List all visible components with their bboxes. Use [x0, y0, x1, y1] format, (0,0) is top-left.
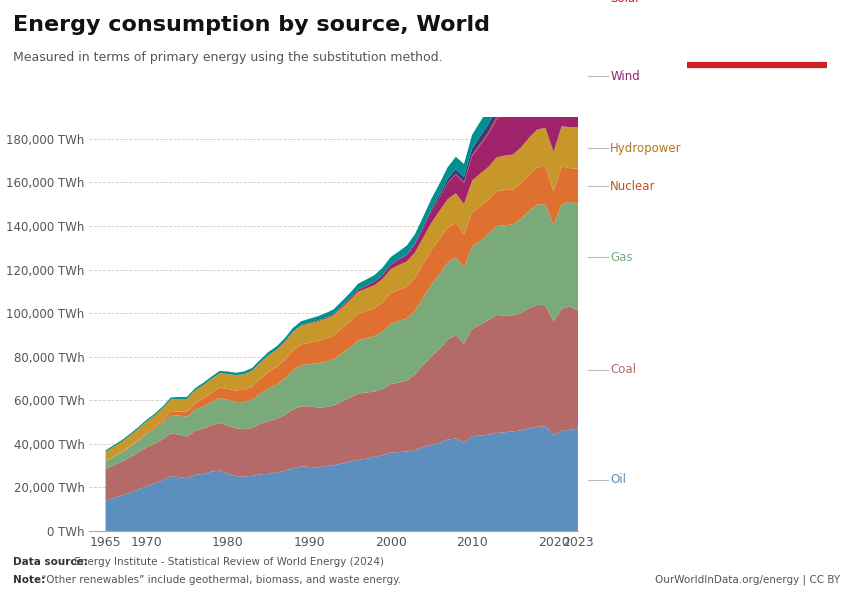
Text: Energy consumption by source, World: Energy consumption by source, World [13, 15, 490, 35]
Text: Nuclear: Nuclear [610, 180, 656, 193]
Text: Solar: Solar [610, 0, 640, 5]
Text: Hydropower: Hydropower [610, 142, 682, 155]
Text: OurWorldInData.org/energy | CC BY: OurWorldInData.org/energy | CC BY [654, 575, 840, 585]
Text: Measured in terms of primary energy using the substitution method.: Measured in terms of primary energy usin… [13, 51, 442, 64]
Text: Wind: Wind [610, 70, 640, 83]
Text: Our World: Our World [723, 24, 791, 37]
Text: Data source:: Data source: [13, 557, 88, 567]
Text: in Data: in Data [733, 41, 781, 54]
Text: Energy Institute - Statistical Review of World Energy (2024): Energy Institute - Statistical Review of… [71, 557, 383, 567]
Text: Gas: Gas [610, 251, 632, 263]
Text: Oil: Oil [610, 473, 626, 486]
Text: Note:: Note: [13, 575, 45, 585]
Text: “Other renewables” include geothermal, biomass, and waste energy.: “Other renewables” include geothermal, b… [38, 575, 401, 585]
Text: Coal: Coal [610, 363, 637, 376]
